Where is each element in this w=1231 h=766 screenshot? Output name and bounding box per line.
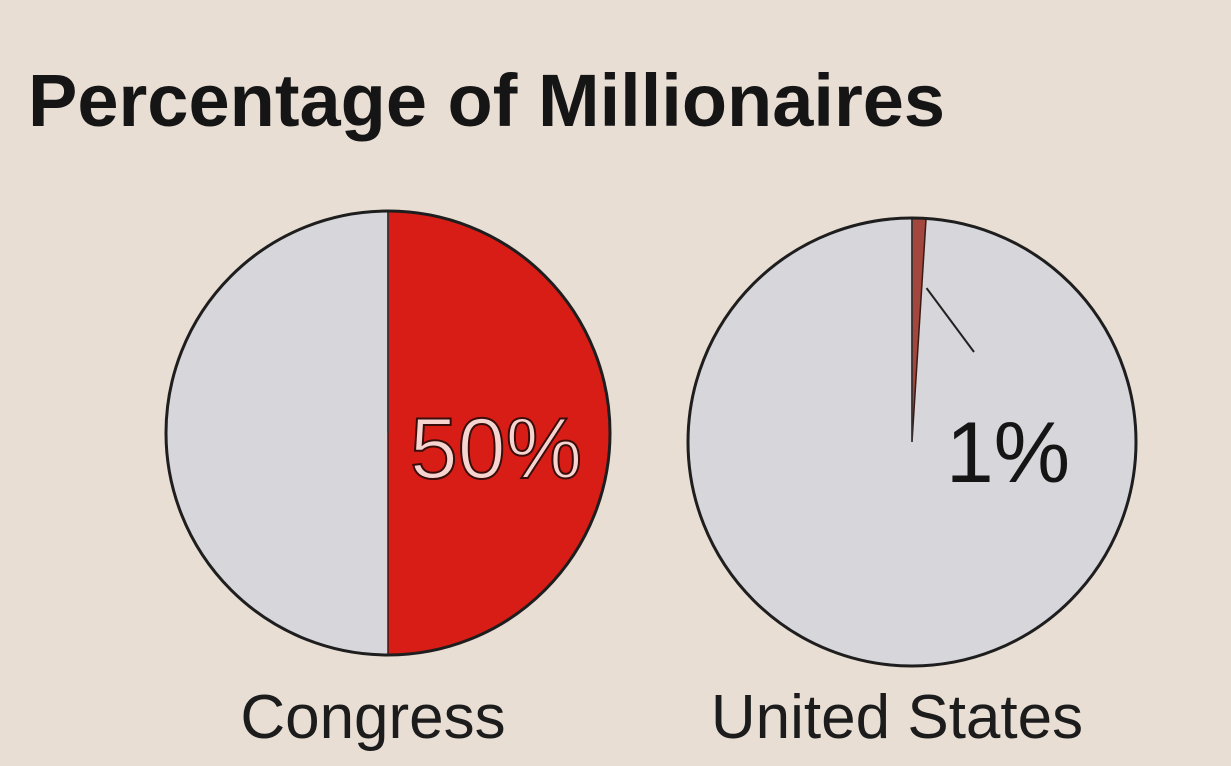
pie-outline bbox=[686, 216, 1138, 668]
value-label: 50% bbox=[410, 401, 582, 497]
pie-outline bbox=[164, 209, 612, 657]
pie-caption: United States bbox=[711, 683, 1083, 752]
value-label: 1% bbox=[946, 405, 1070, 501]
title: Percentage of Millionaires bbox=[28, 59, 945, 142]
pie-caption: Congress bbox=[240, 683, 505, 752]
leader-line bbox=[925, 287, 975, 353]
